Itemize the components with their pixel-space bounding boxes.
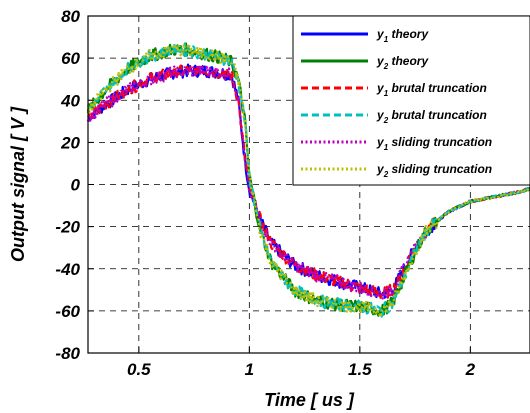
y-tick-label: -40	[55, 260, 80, 279]
y-tick-label: 80	[61, 7, 80, 26]
legend-label-y1_sliding: y1 sliding truncation	[376, 135, 492, 152]
x-tick-label: 0.5	[127, 360, 151, 379]
legend-label-y2_brutal: y2 brutal truncation	[376, 108, 487, 125]
legend-label-y2_theory: y2 theory	[376, 54, 429, 71]
y-tick-label: -60	[55, 302, 80, 321]
x-tick-label: 1.5	[348, 360, 372, 379]
legend-label-y1_brutal: y1 brutal truncation	[376, 81, 487, 98]
y-tick-label: 0	[71, 176, 81, 195]
y-tick-label: 60	[61, 49, 80, 68]
series-line-y2_theory	[86, 42, 530, 317]
legend: y1 theory y2 theory y1 brutal truncation y2…	[292, 15, 530, 186]
series-lines	[86, 42, 530, 318]
x-axis-label: Time [ us ]	[264, 390, 355, 410]
x-tick-label: 2	[465, 360, 476, 379]
y-axis-label: Output signal [ V ]	[8, 106, 28, 262]
y-tick-label: -80	[55, 344, 80, 363]
legend-label-y1_theory: y1 theory	[376, 27, 429, 44]
tick-labels: 0.5 1 1.5 2 -80 -60 -40 -20 0 20 40 60 80	[55, 7, 475, 379]
legend-label-y2_sliding: y2 sliding truncation	[376, 162, 492, 179]
y-tick-label: 40	[60, 91, 80, 110]
y-tick-label: -20	[55, 218, 80, 237]
legend-box	[292, 15, 530, 186]
x-tick-label: 1	[245, 360, 254, 379]
y-tick-label: 20	[60, 133, 80, 152]
